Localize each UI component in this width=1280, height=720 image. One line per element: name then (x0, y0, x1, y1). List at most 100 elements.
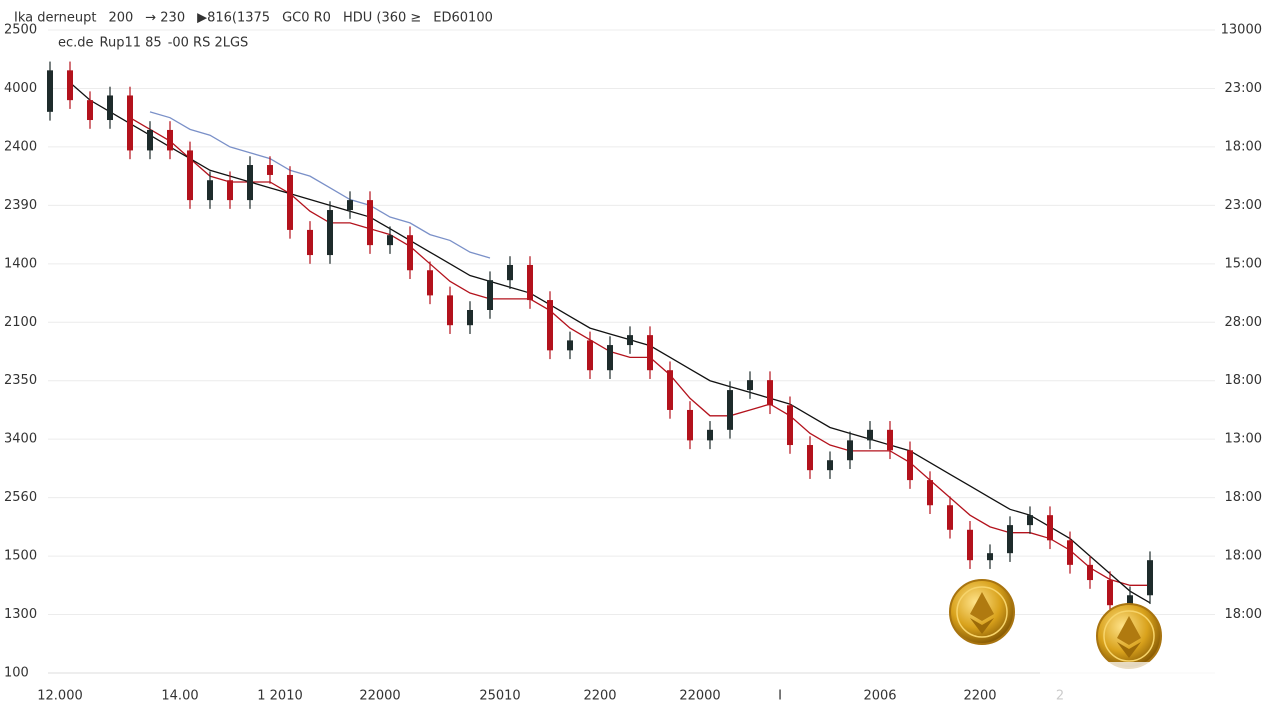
y-tick-label: 2390 (4, 198, 37, 213)
candle-body (947, 505, 953, 530)
y-tick-label: 1300 (4, 607, 37, 622)
y2-tick-label: 15:00 (1225, 256, 1262, 271)
candle-body (787, 405, 793, 446)
candle-body (1027, 515, 1033, 526)
coin-icon (1096, 603, 1162, 669)
y2-tick-label: 18:00 (1225, 549, 1262, 564)
y-tick-label: 1500 (4, 549, 37, 564)
candles (47, 61, 1153, 614)
x-tick-label: I (778, 689, 782, 704)
x-tick-label: 25010 (479, 689, 520, 704)
candle-body (707, 429, 713, 441)
y2-tick-label: 28:00 (1225, 315, 1262, 330)
candle-body (187, 150, 193, 201)
candle-body (407, 235, 413, 271)
candle-body (907, 450, 913, 481)
candle-body (127, 95, 133, 151)
y2-tick-label: 23:00 (1225, 81, 1262, 96)
grid (48, 29, 1215, 674)
candle-body (367, 200, 373, 246)
candle-body (207, 180, 213, 201)
candle-body (287, 174, 293, 230)
x-tick-label: 2200 (583, 689, 616, 704)
candle-body (1147, 560, 1153, 596)
candle-body (547, 300, 553, 351)
y2-tick-label: 13:00 (1225, 432, 1262, 447)
candle-body (667, 370, 673, 410)
candle-body (1127, 595, 1133, 606)
candle-body (227, 180, 233, 201)
moving-average (129, 117, 1150, 586)
candle-body (147, 129, 153, 151)
y2-tick-label: 13000 (1221, 23, 1262, 38)
x-tick-label: 2006 (863, 689, 896, 704)
candle-body (587, 340, 593, 371)
candle-body (747, 380, 753, 391)
y-tick-label: 2100 (4, 315, 37, 330)
y2-tick-label: 18:00 (1225, 373, 1262, 388)
candle-body (927, 480, 933, 506)
y-tick-label: 2350 (4, 373, 37, 388)
x-tick-label: 22000 (359, 689, 400, 704)
coin-icon (949, 579, 1015, 645)
candle-body (307, 229, 313, 256)
candle-body (887, 429, 893, 451)
candle-body (627, 335, 633, 346)
candle-body (467, 309, 473, 326)
subheader-text: -00 RS 2LGS (168, 36, 249, 51)
header-text: HDU (360 ≥ (343, 11, 421, 26)
moving-average (149, 111, 491, 259)
candle-body (987, 553, 993, 561)
candle-body (607, 345, 613, 371)
header-text: ▶816(1375 (197, 11, 270, 26)
candle-body (967, 529, 973, 561)
candle-body (867, 429, 873, 441)
header-text: ED60100 (433, 11, 493, 26)
blur-overlay (1040, 662, 1280, 720)
candle-body (87, 100, 93, 121)
x-tick-label: 2200 (963, 689, 996, 704)
candle-body (487, 280, 493, 310)
candle-body (1107, 580, 1113, 606)
candle-body (447, 295, 453, 326)
candle-body (67, 70, 73, 101)
y2-tick-label: 18:00 (1225, 490, 1262, 505)
candle-body (167, 129, 173, 151)
candle-body (47, 70, 53, 112)
candle-body (107, 95, 113, 121)
header-text: → 230 (145, 11, 185, 26)
x-tick-label: 1 2010 (257, 689, 303, 704)
candle-body (1007, 525, 1013, 554)
y-tick-label: 2500 (4, 23, 37, 38)
candle-body (247, 165, 253, 201)
candle-body (847, 440, 853, 461)
candle-body (687, 409, 693, 441)
x-tick-label: 22000 (679, 689, 720, 704)
candle-body (1067, 540, 1073, 565)
candle-body (647, 335, 653, 371)
candle-body (1047, 515, 1053, 541)
candle-body (267, 165, 273, 175)
candle-body (327, 210, 333, 256)
header-text: 200 (108, 11, 133, 26)
y-tick-label: 1400 (4, 256, 37, 271)
candle-body (347, 200, 353, 211)
x-tick-label: 12.000 (37, 689, 83, 704)
candle-body (527, 264, 533, 301)
candle-body (807, 445, 813, 471)
candle-body (507, 264, 513, 281)
candle-body (427, 270, 433, 296)
header-text: Ika derneupt (14, 11, 96, 26)
y-tick-label: 2560 (4, 490, 37, 505)
candle-body (1087, 564, 1093, 581)
candle-body (727, 390, 733, 430)
labels: Ika derneupt 200 → 230 ▶816(1375 GC0 R0 HDU (… (4, 11, 1262, 704)
y-tick-label: 2400 (4, 139, 37, 154)
candle-body (827, 460, 833, 471)
subheader-text: ec.de (58, 36, 94, 51)
y2-tick-label: 18:00 (1225, 139, 1262, 154)
y2-tick-label: 23:00 (1225, 198, 1262, 213)
header-text: GC0 R0 (282, 11, 331, 26)
candle-body (387, 235, 393, 246)
